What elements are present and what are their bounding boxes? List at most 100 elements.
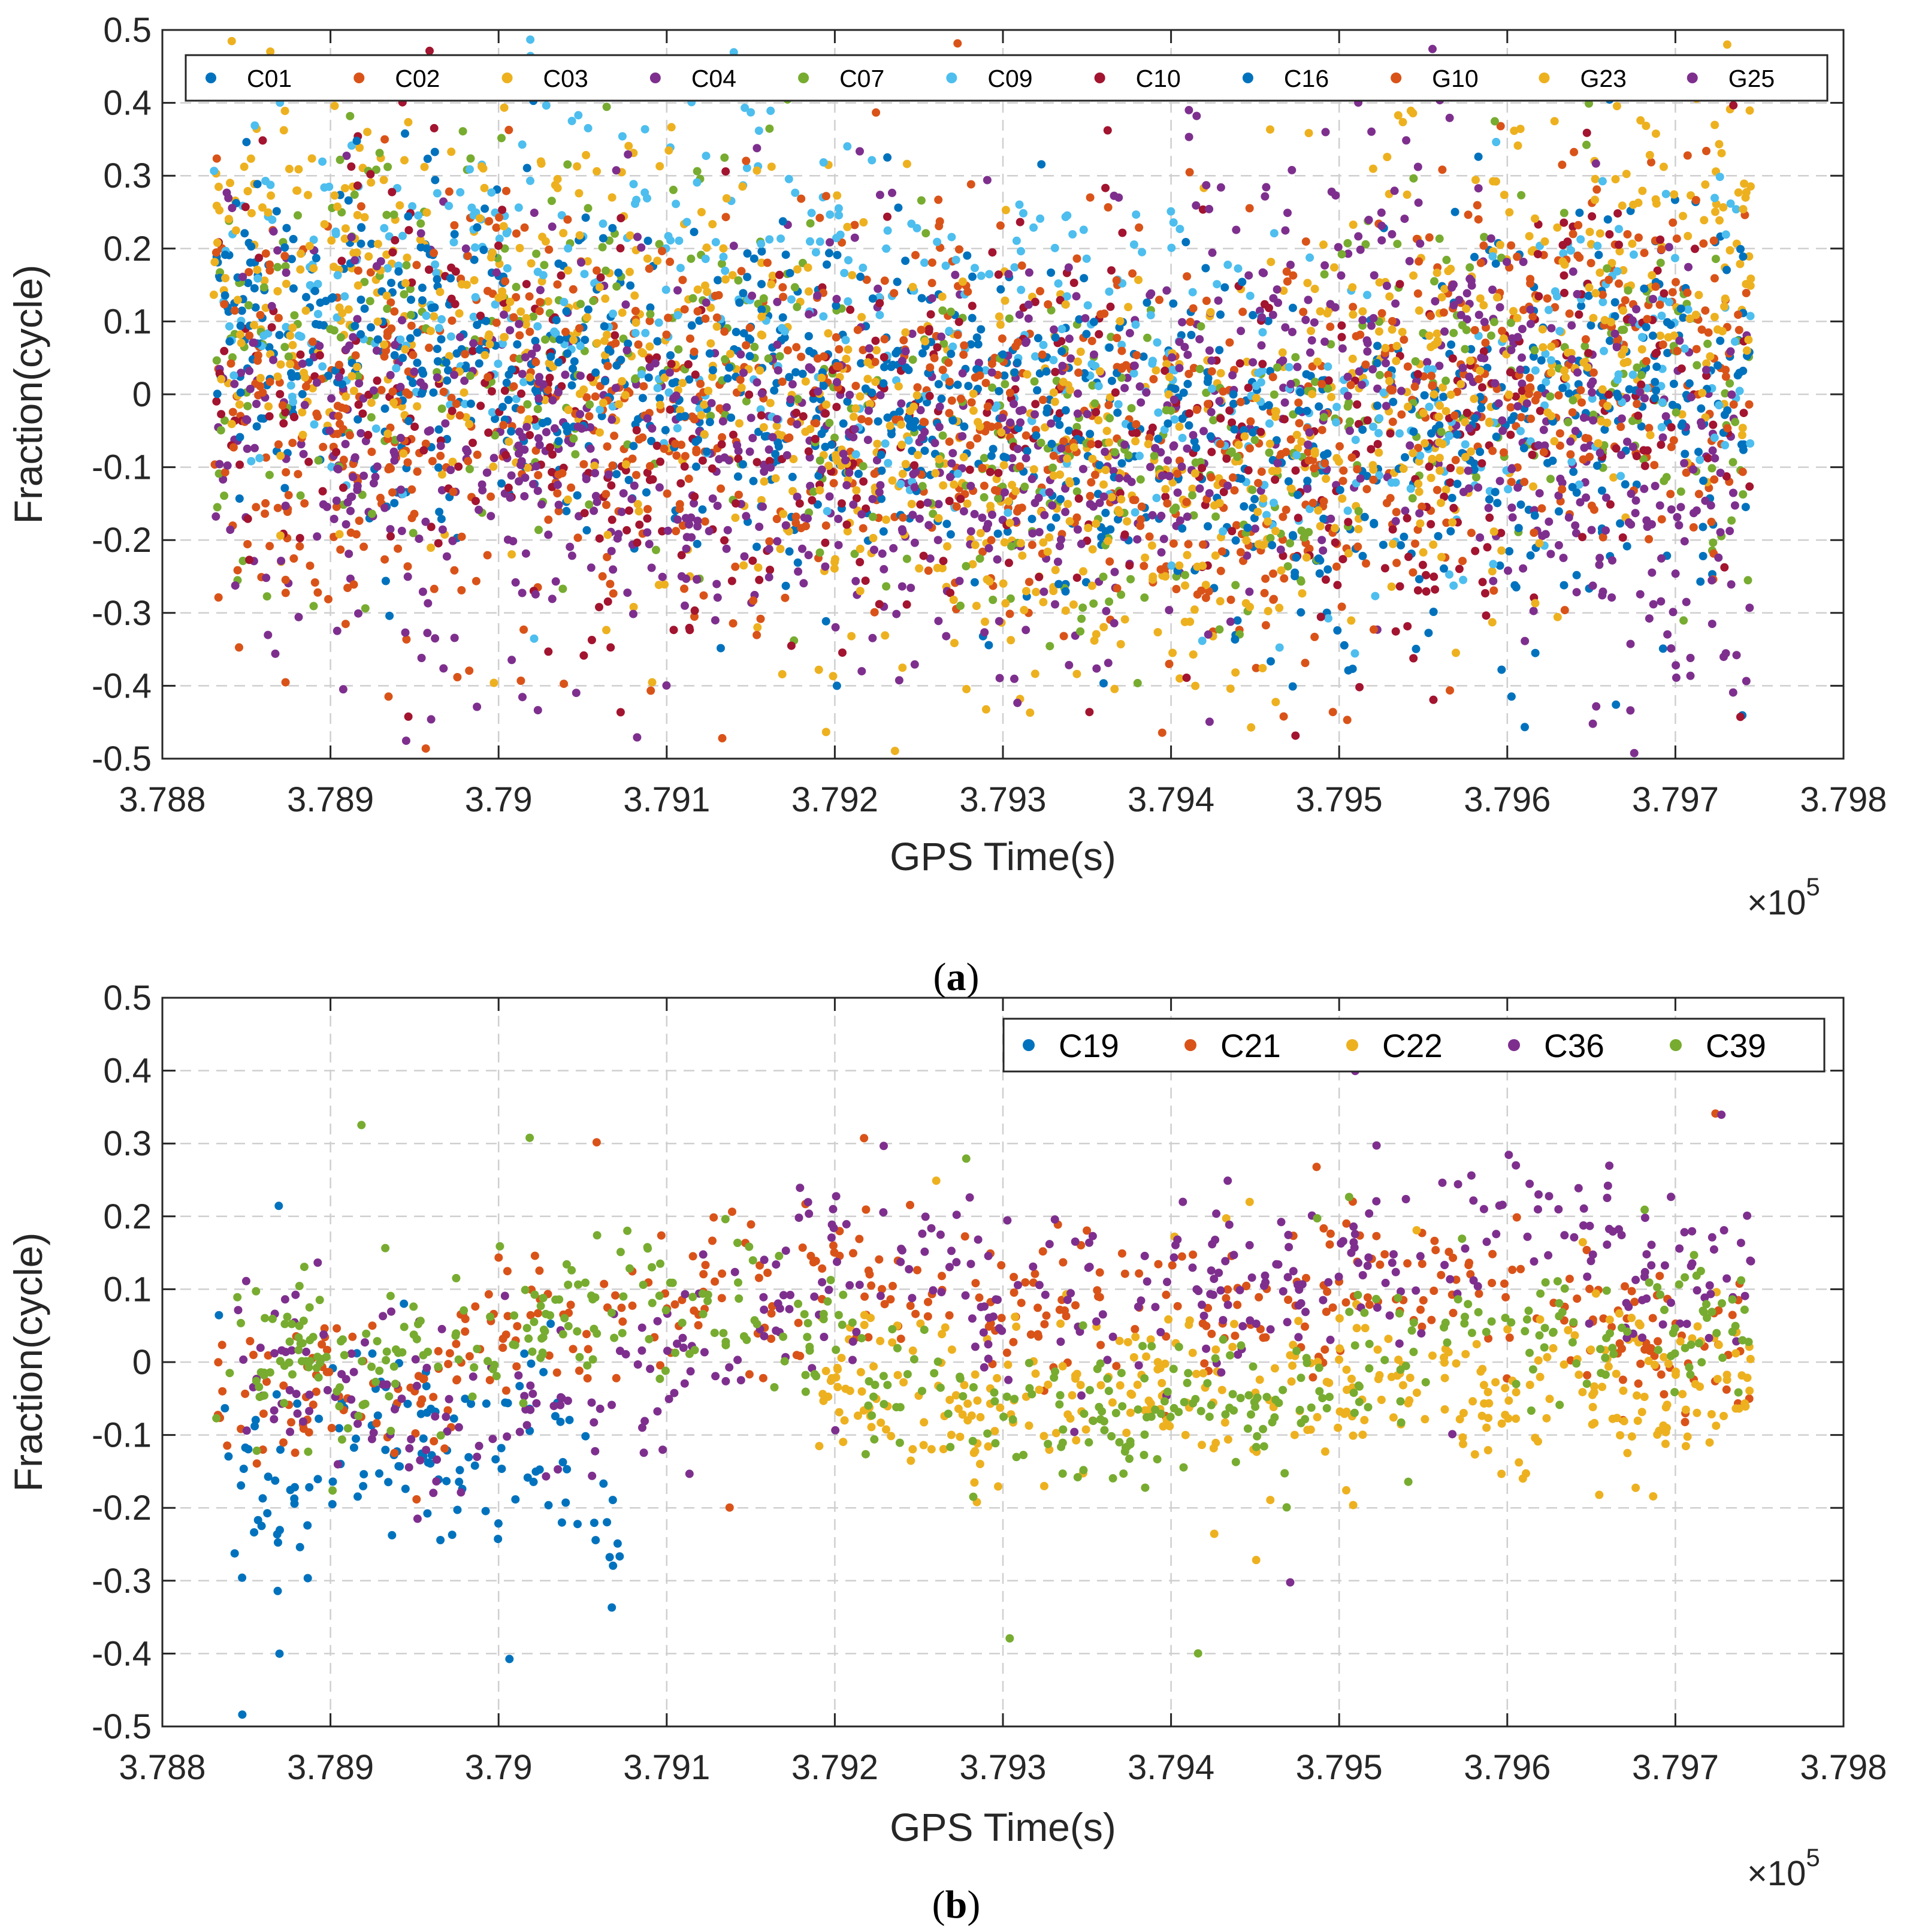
data-point-C02 xyxy=(457,532,466,541)
data-point-C04 xyxy=(729,242,738,250)
data-point-C10 xyxy=(1429,695,1438,704)
data-point-C09 xyxy=(1131,320,1140,329)
data-point-C10 xyxy=(727,576,736,585)
data-point-C07 xyxy=(1072,487,1081,496)
data-point-C09 xyxy=(514,203,523,212)
data-point-C01 xyxy=(874,417,883,426)
data-point-C10 xyxy=(633,538,642,547)
data-point-C03 xyxy=(1102,427,1111,436)
data-point-C03 xyxy=(360,213,369,222)
data-point-C01 xyxy=(743,249,752,258)
data-point-G23 xyxy=(1348,283,1357,292)
data-point-G10 xyxy=(282,468,291,477)
data-point-C16 xyxy=(832,301,841,310)
data-point-C16 xyxy=(1453,430,1462,439)
data-point-C16 xyxy=(942,520,951,529)
data-point-C03 xyxy=(1298,589,1307,598)
data-point-G23 xyxy=(309,264,318,273)
data-point-C16 xyxy=(1249,428,1257,437)
data-point-C16 xyxy=(1027,515,1036,523)
data-point-G23 xyxy=(1461,452,1470,461)
data-point-C10 xyxy=(680,462,689,471)
data-point-G10 xyxy=(681,452,690,461)
data-point-G23 xyxy=(912,391,921,400)
data-point-C16 xyxy=(732,328,741,336)
data-point-C02 xyxy=(700,517,709,526)
data-point-C16 xyxy=(819,381,828,390)
data-point-C04 xyxy=(1664,243,1673,252)
data-point-C09 xyxy=(711,238,720,247)
data-point-G23 xyxy=(298,430,307,439)
data-point-C10 xyxy=(358,409,367,418)
data-point-C04 xyxy=(1061,484,1069,493)
data-point-C09 xyxy=(1375,471,1384,480)
data-point-G23 xyxy=(766,399,775,407)
data-point-C04 xyxy=(1529,606,1538,615)
data-point-G10 xyxy=(1282,505,1291,514)
data-point-C09 xyxy=(445,201,454,210)
data-point-C10 xyxy=(1207,448,1216,457)
data-point-G10 xyxy=(1038,350,1047,359)
data-point-C04 xyxy=(441,419,450,428)
data-point-C03 xyxy=(629,603,638,611)
data-point-G23 xyxy=(1435,438,1444,447)
data-point-G10 xyxy=(973,434,982,443)
data-point-C10 xyxy=(1536,406,1545,415)
data-point-C01 xyxy=(1348,665,1357,674)
data-point-G10 xyxy=(742,156,751,165)
data-point-C09 xyxy=(951,255,960,264)
data-point-C03 xyxy=(996,320,1005,329)
data-point-C07 xyxy=(1437,427,1446,436)
data-point-C07 xyxy=(1449,328,1458,337)
data-point-C04 xyxy=(591,491,600,500)
data-point-G23 xyxy=(653,256,662,265)
data-point-C16 xyxy=(920,446,929,455)
data-point-C01 xyxy=(770,386,779,395)
data-point-G10 xyxy=(1673,346,1682,355)
data-point-G10 xyxy=(660,444,669,453)
data-point-C10 xyxy=(315,351,324,360)
data-point-C09 xyxy=(1670,253,1679,262)
data-point-G10 xyxy=(987,360,996,369)
data-point-G10 xyxy=(1585,452,1594,461)
data-point-C09 xyxy=(1265,419,1274,428)
data-point-C09 xyxy=(653,384,662,393)
data-point-C01 xyxy=(1612,700,1621,709)
data-point-C10 xyxy=(1409,654,1418,663)
data-point-C03 xyxy=(1008,481,1017,490)
data-point-C10 xyxy=(1219,488,1228,496)
data-point-C01 xyxy=(824,249,833,258)
data-point-C10 xyxy=(1449,503,1458,512)
data-point-C04 xyxy=(544,530,553,539)
data-point-G23 xyxy=(1271,698,1280,707)
data-point-G10 xyxy=(388,387,397,396)
data-point-C04 xyxy=(804,551,813,560)
data-point-C02 xyxy=(1280,574,1289,583)
data-point-C10 xyxy=(1431,585,1440,594)
data-point-C07 xyxy=(458,127,467,136)
data-point-G23 xyxy=(335,530,344,539)
data-point-C16 xyxy=(413,328,422,337)
data-point-C04 xyxy=(277,557,286,565)
data-point-C10 xyxy=(469,346,478,355)
data-point-C02 xyxy=(1252,663,1261,672)
data-point-C16 xyxy=(1233,616,1242,625)
data-point-G10 xyxy=(1369,625,1378,634)
data-point-C07 xyxy=(1569,396,1577,404)
data-point-C07 xyxy=(367,509,376,518)
data-point-C10 xyxy=(1534,292,1543,301)
data-point-C10 xyxy=(1222,454,1231,463)
data-point-G23 xyxy=(625,267,634,276)
data-point-C16 xyxy=(287,369,295,378)
data-point-C04 xyxy=(518,370,527,379)
data-point-C09 xyxy=(225,322,234,331)
data-point-C09 xyxy=(422,311,431,320)
data-point-C16 xyxy=(225,337,234,346)
data-point-C01 xyxy=(1577,301,1586,310)
data-point-C09 xyxy=(1269,499,1278,508)
data-point-C02 xyxy=(394,544,403,553)
data-point-G10 xyxy=(1470,326,1479,334)
data-point-C07 xyxy=(585,400,594,409)
data-point-C01 xyxy=(567,381,576,390)
data-point-G23 xyxy=(758,331,767,340)
